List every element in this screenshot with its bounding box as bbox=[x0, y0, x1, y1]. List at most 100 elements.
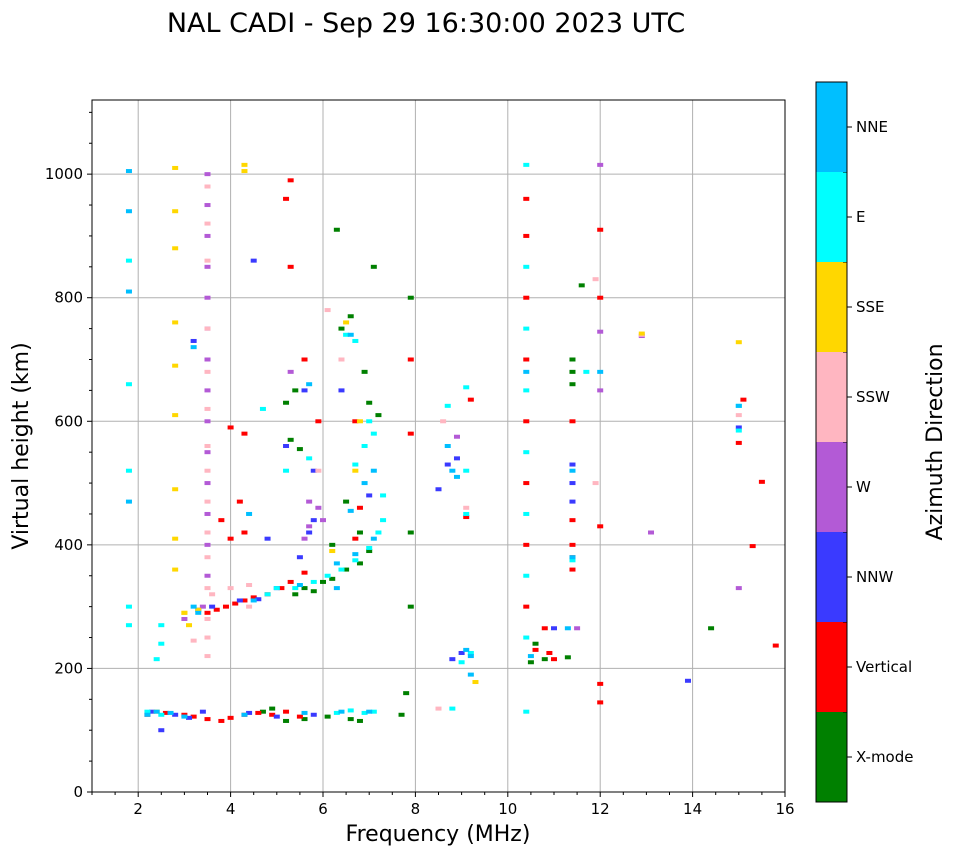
data-point-vertical bbox=[283, 709, 290, 714]
data-point-sse bbox=[472, 680, 479, 685]
data-point-e bbox=[523, 635, 530, 640]
data-point-e bbox=[523, 573, 530, 578]
data-point-vertical bbox=[407, 431, 414, 436]
data-point-x-mode bbox=[269, 706, 276, 711]
colorbar-category-label: W bbox=[856, 478, 871, 496]
data-point-sse bbox=[195, 607, 202, 612]
data-point-e bbox=[352, 462, 359, 467]
data-point-x-mode bbox=[532, 641, 539, 646]
data-point-w bbox=[306, 524, 313, 529]
data-point-vertical bbox=[232, 601, 239, 606]
data-point-x-mode bbox=[301, 717, 308, 722]
data-point-nnw bbox=[149, 709, 156, 714]
data-point-sse bbox=[638, 331, 645, 336]
data-point-x-mode bbox=[347, 717, 354, 722]
data-point-nne bbox=[370, 468, 377, 473]
y-tick-label: 200 bbox=[54, 659, 83, 677]
data-point-nnw bbox=[199, 709, 206, 714]
data-point-ssw bbox=[204, 617, 211, 621]
data-point-ssw bbox=[204, 499, 211, 504]
data-point-x-mode bbox=[333, 227, 340, 232]
data-point-e bbox=[375, 530, 382, 535]
data-point-x-mode bbox=[283, 400, 290, 405]
data-point-e bbox=[292, 586, 299, 591]
data-point-w bbox=[453, 434, 460, 439]
data-point-ssw bbox=[735, 413, 742, 418]
data-point-e bbox=[366, 545, 373, 550]
data-point-vertical bbox=[241, 598, 248, 603]
data-point-vertical bbox=[287, 579, 294, 584]
data-point-nne bbox=[125, 499, 132, 504]
data-point-vertical bbox=[213, 607, 220, 612]
data-point-e bbox=[125, 468, 132, 473]
data-point-e bbox=[523, 162, 530, 167]
data-point-w bbox=[204, 264, 211, 269]
data-point-nnw bbox=[435, 487, 442, 492]
data-point-nnw bbox=[453, 456, 460, 461]
colorbar-segment bbox=[816, 622, 847, 712]
data-point-ssw bbox=[204, 369, 211, 374]
data-point-e bbox=[343, 332, 350, 337]
data-point-e bbox=[306, 456, 313, 461]
data-point-e bbox=[463, 385, 470, 390]
data-point-x-mode bbox=[578, 283, 585, 288]
data-point-ssw bbox=[246, 583, 253, 588]
data-point-nne bbox=[453, 474, 460, 479]
data-point-x-mode bbox=[320, 579, 326, 584]
data-point-vertical bbox=[569, 567, 576, 572]
data-point-vertical bbox=[241, 431, 248, 436]
x-tick-label: 14 bbox=[683, 800, 702, 818]
data-point-nne bbox=[306, 382, 313, 387]
data-point-nnw bbox=[458, 650, 465, 655]
data-point-nne bbox=[527, 654, 534, 659]
data-point-nnw bbox=[236, 598, 243, 603]
colorbar-segment bbox=[816, 262, 847, 352]
data-point-x-mode bbox=[407, 530, 414, 535]
data-point-x-mode bbox=[569, 382, 576, 387]
data-point-vertical bbox=[740, 397, 747, 402]
data-point-nne bbox=[190, 345, 197, 350]
data-point-nne bbox=[463, 647, 470, 652]
data-point-x-mode bbox=[356, 718, 363, 723]
data-point-nnw bbox=[255, 597, 262, 602]
data-point-e bbox=[158, 641, 165, 646]
data-point-vertical bbox=[772, 643, 779, 648]
data-point-x-mode bbox=[301, 586, 308, 591]
data-point-vertical bbox=[523, 419, 530, 424]
data-point-w bbox=[181, 617, 188, 621]
data-point-ssw bbox=[324, 308, 331, 313]
data-point-x-mode bbox=[407, 604, 414, 609]
x-tick-label: 6 bbox=[318, 800, 328, 818]
data-point-nnw bbox=[301, 388, 308, 393]
data-point-vertical bbox=[227, 425, 234, 430]
data-point-e bbox=[569, 558, 576, 563]
data-point-vertical bbox=[352, 536, 359, 541]
data-point-ssw bbox=[209, 592, 216, 597]
data-point-vertical bbox=[541, 626, 548, 631]
colorbar-segment bbox=[816, 172, 847, 262]
data-point-vertical bbox=[218, 718, 225, 723]
data-point-vertical bbox=[296, 714, 303, 719]
data-point-nnw bbox=[569, 481, 576, 486]
data-point-e bbox=[458, 660, 465, 665]
data-point-nnw bbox=[569, 499, 576, 504]
data-point-vertical bbox=[523, 481, 530, 486]
chart-title: NAL CADI - Sep 29 16:30:00 2023 UTC bbox=[167, 8, 685, 39]
data-point-e bbox=[523, 709, 530, 714]
data-point-nne bbox=[246, 511, 253, 516]
data-point-nnw bbox=[551, 626, 557, 631]
data-point-e bbox=[370, 709, 377, 714]
data-point-e bbox=[352, 558, 359, 563]
data-point-vertical bbox=[301, 570, 308, 575]
data-point-e bbox=[361, 710, 368, 715]
data-point-sse bbox=[172, 165, 179, 170]
data-point-ssw bbox=[440, 419, 447, 424]
colorbar-category-label: E bbox=[856, 208, 865, 226]
data-point-vertical bbox=[597, 700, 604, 705]
data-point-e bbox=[264, 592, 271, 597]
data-point-nne bbox=[338, 709, 345, 714]
data-point-x-mode bbox=[370, 264, 377, 269]
data-point-nne bbox=[190, 604, 197, 609]
data-point-nnw bbox=[296, 555, 303, 560]
data-point-vertical bbox=[532, 647, 539, 652]
